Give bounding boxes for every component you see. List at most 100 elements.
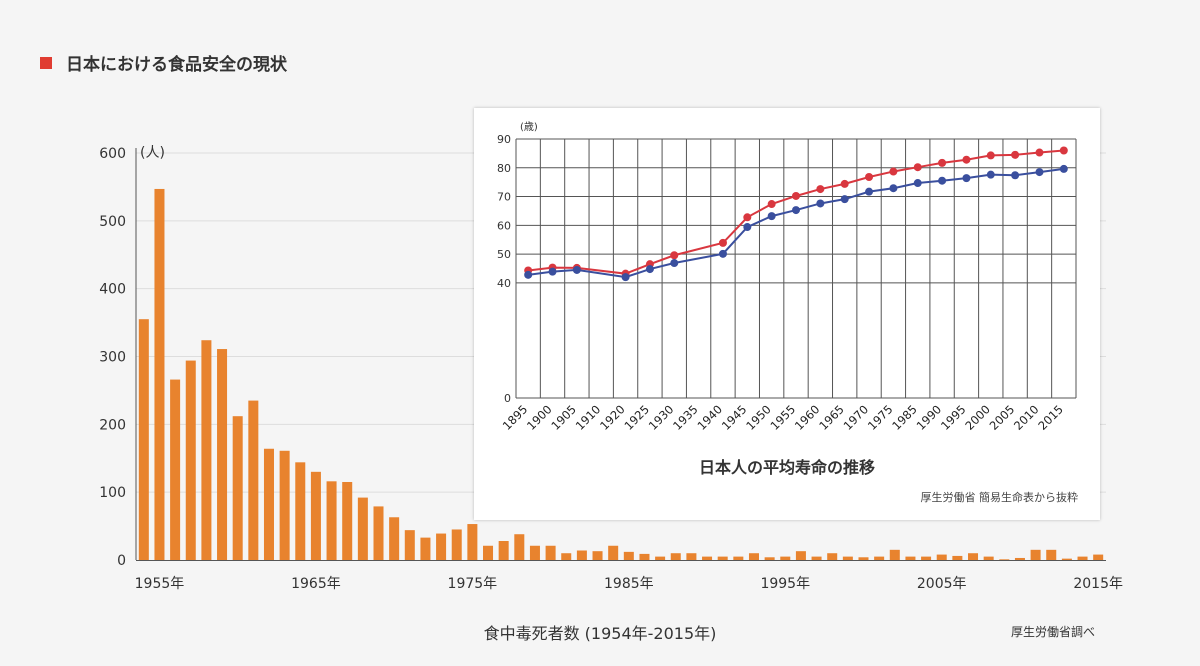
inset-xtick-label: 2000	[962, 402, 993, 433]
inset-xtick-label: 1895	[500, 402, 531, 433]
main-xtick-label: 2005年	[917, 576, 967, 592]
inset-xtick-label: 1985	[889, 402, 920, 433]
main-bar	[733, 556, 744, 560]
inset-point-blue	[670, 259, 679, 268]
inset-point-red	[840, 179, 849, 188]
main-bar	[968, 553, 979, 560]
main-bar	[561, 553, 572, 560]
inset-point-blue	[718, 249, 727, 258]
main-bar	[780, 556, 791, 560]
inset-point-red	[1059, 146, 1068, 155]
main-bar	[686, 553, 697, 560]
main-bar	[232, 416, 243, 560]
main-bar	[921, 556, 932, 560]
inset-point-red	[816, 185, 825, 194]
main-xtick-label: 1965年	[291, 576, 341, 592]
inset-xtick-label: 1990	[914, 402, 945, 433]
inset-xtick-label: 2005	[987, 402, 1018, 433]
inset-xtick-label: 2015	[1035, 402, 1066, 433]
inset-point-blue	[962, 174, 971, 183]
main-xtick-label: 1985年	[604, 576, 654, 592]
main-bar	[623, 551, 634, 560]
main-bar	[608, 545, 619, 560]
inset-point-blue	[792, 206, 800, 215]
inset-ytick-label: 80	[497, 162, 511, 175]
inset-point-blue	[913, 179, 922, 188]
inset-xtick-label: 1900	[524, 402, 555, 433]
inset-xtick-label: 1930	[646, 402, 677, 433]
inset-point-red	[767, 200, 776, 209]
main-xtick-label: 1995年	[760, 576, 810, 592]
main-bar	[529, 545, 540, 560]
main-bar	[655, 556, 666, 560]
life-expectancy-chart: 0 40 50 60 70 80 90 (歳) 189519001905191019201925…	[497, 121, 1077, 433]
main-bar	[905, 556, 916, 560]
main-bar	[717, 556, 728, 560]
main-bar	[404, 530, 415, 560]
main-ytick-label: 500	[99, 214, 126, 230]
inset-point-blue	[816, 199, 825, 208]
inset-ytick-label: 90	[497, 133, 511, 146]
main-bar	[952, 555, 963, 560]
inset-ytick-label: 50	[497, 248, 511, 261]
inset-point-red	[865, 172, 874, 181]
main-bar	[1077, 556, 1088, 560]
inset-xtick-label: 1995	[938, 402, 969, 433]
main-bar	[827, 553, 838, 560]
inset-point-blue	[743, 223, 752, 232]
main-bar	[357, 497, 368, 560]
main-bar	[889, 549, 900, 560]
inset-xtick-label: 2010	[1011, 402, 1042, 433]
main-bar	[138, 319, 149, 560]
inset-xtick-label: 1945	[719, 402, 750, 433]
main-bar	[1030, 549, 1041, 560]
main-bar	[545, 545, 556, 560]
main-bar	[342, 481, 353, 560]
inset-xtick-label: 1925	[621, 402, 652, 433]
main-xtick-label: 2015年	[1073, 576, 1123, 592]
inset-point-blue	[889, 184, 898, 193]
main-bar	[999, 559, 1010, 560]
main-bar	[764, 557, 775, 560]
inset-xtick-label: 1920	[597, 402, 628, 433]
inset-point-red	[938, 158, 947, 167]
inset-ylabel: (歳)	[520, 121, 538, 133]
header-marker-icon	[40, 56, 52, 69]
main-chart-source: 厚生労働省調べ	[1010, 625, 1095, 639]
main-ytick-label: 100	[99, 485, 126, 501]
main-bar	[263, 448, 274, 560]
main-bar	[748, 553, 759, 560]
main-bar	[1014, 557, 1025, 560]
inset-ytick-label: 70	[497, 191, 511, 204]
inset-ytick-label: 60	[497, 219, 511, 232]
main-bar	[185, 360, 196, 560]
inset-series-line-blue	[528, 167, 1064, 279]
main-bar	[795, 551, 806, 560]
inset-point-red	[962, 155, 971, 164]
inset-point-red	[792, 191, 800, 200]
main-bar	[936, 554, 947, 560]
inset-point-blue	[986, 170, 995, 179]
inset-point-red	[913, 163, 922, 172]
inset-point-blue	[621, 273, 630, 282]
inset-point-blue	[1035, 168, 1044, 177]
inset-point-red	[718, 238, 727, 247]
inset-point-blue	[767, 212, 776, 221]
inset-xtick-label: 1905	[548, 402, 579, 433]
inset-point-blue	[524, 270, 533, 279]
inset-point-blue	[1011, 171, 1020, 180]
main-bar	[592, 551, 603, 560]
inset-point-red	[743, 213, 752, 222]
main-bar	[201, 340, 212, 560]
main-xtick-label: 1955年	[135, 576, 185, 592]
main-bar	[1061, 558, 1072, 560]
inset-point-red	[1035, 148, 1044, 157]
main-bar	[279, 450, 290, 560]
inset-xtick-label: 1960	[792, 402, 823, 433]
main-bar	[389, 517, 400, 560]
main-bar	[373, 506, 384, 560]
inset-chart-source: 厚生労働省 簡易生命表から抜粋	[920, 491, 1079, 504]
main-ytick-label: 0	[117, 553, 126, 569]
inset-xtick-label: 1910	[573, 402, 604, 433]
life-expectancy-card: 0 40 50 60 70 80 90 (歳) 1895 1900 1905 1910 1920 1925…	[474, 108, 1100, 520]
